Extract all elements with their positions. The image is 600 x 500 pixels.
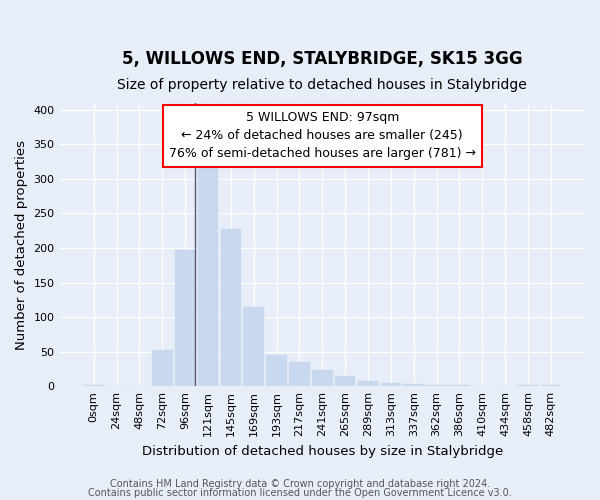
Y-axis label: Number of detached properties: Number of detached properties <box>15 140 28 350</box>
Bar <box>175 250 196 386</box>
Title: 5, WILLOWS END, STALYBRIDGE, SK15 3GG: 5, WILLOWS END, STALYBRIDGE, SK15 3GG <box>122 50 523 68</box>
Bar <box>289 362 310 386</box>
Bar <box>518 385 538 386</box>
Bar <box>312 370 332 386</box>
Bar <box>380 384 401 386</box>
Bar <box>358 382 378 386</box>
Bar <box>152 350 173 386</box>
Bar <box>83 385 104 386</box>
Text: Contains HM Land Registry data © Crown copyright and database right 2024.: Contains HM Land Registry data © Crown c… <box>110 479 490 489</box>
Text: Contains public sector information licensed under the Open Government Licence v3: Contains public sector information licen… <box>88 488 512 498</box>
Bar <box>221 230 241 386</box>
X-axis label: Distribution of detached houses by size in Stalybridge: Distribution of detached houses by size … <box>142 444 503 458</box>
Bar <box>198 166 218 386</box>
Bar <box>266 355 287 386</box>
Bar <box>335 376 355 386</box>
Bar <box>426 385 447 386</box>
Bar <box>403 384 424 386</box>
Bar <box>541 385 561 386</box>
Bar <box>244 306 264 386</box>
Text: Size of property relative to detached houses in Stalybridge: Size of property relative to detached ho… <box>118 78 527 92</box>
Text: 5 WILLOWS END: 97sqm
← 24% of detached houses are smaller (245)
76% of semi-deta: 5 WILLOWS END: 97sqm ← 24% of detached h… <box>169 112 476 160</box>
Bar <box>449 385 470 386</box>
